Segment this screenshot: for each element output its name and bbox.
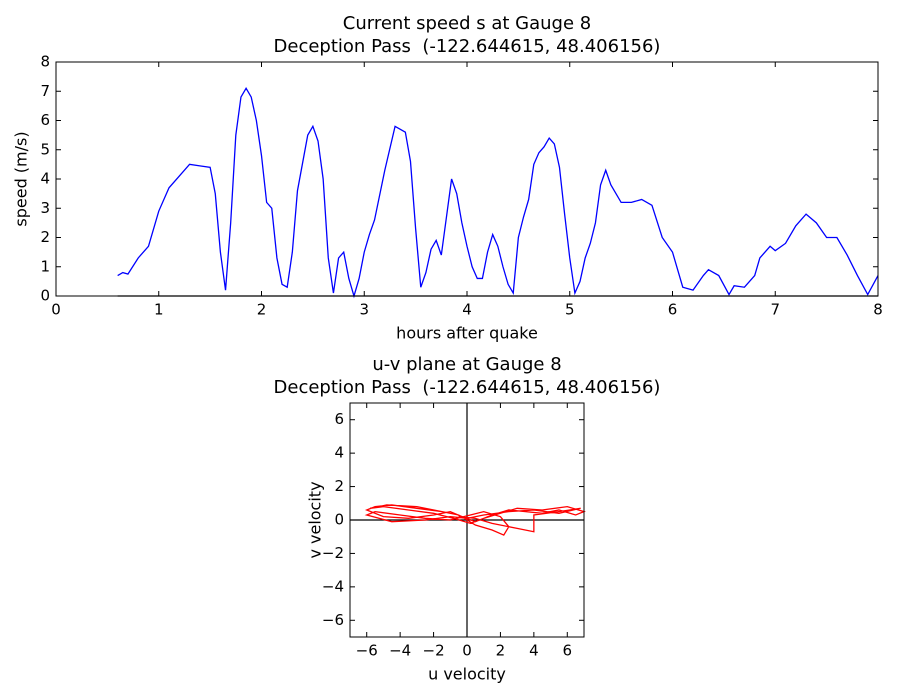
- chart-subtitle: Deception Pass (-122.644615, 48.406156): [274, 36, 661, 57]
- y-axis-label: speed (m/s): [12, 131, 31, 226]
- x-tick-label: 4: [462, 301, 472, 319]
- y-tick-label: −2: [322, 544, 344, 562]
- plot-frame: [55, 61, 879, 297]
- chart-title: Current speed s at Gauge 8: [343, 13, 591, 34]
- y-tick-label: 6: [334, 410, 344, 428]
- y-tick-label: 0: [40, 287, 50, 305]
- y-tick-label: 4: [40, 170, 50, 188]
- x-tick-label: −4: [389, 642, 411, 660]
- y-tick-label: 1: [40, 257, 50, 275]
- y-tick-label: 6: [40, 111, 50, 129]
- x-tick-label: 7: [770, 301, 780, 319]
- x-tick-label: 0: [51, 301, 61, 319]
- y-tick-label: 2: [40, 228, 50, 246]
- y-tick-label: 7: [40, 82, 50, 100]
- y-tick-label: 2: [334, 477, 344, 495]
- y-tick-label: 0: [334, 511, 344, 529]
- y-axis-label: v velocity: [306, 481, 325, 558]
- y-tick-label: 5: [40, 140, 50, 158]
- y-tick-label: 8: [40, 53, 50, 71]
- y-tick-label: −6: [322, 611, 344, 629]
- x-axis-label: hours after quake: [396, 324, 538, 343]
- x-tick-label: 6: [668, 301, 678, 319]
- x-tick-label: 0: [462, 642, 472, 660]
- y-tick-label: −4: [322, 577, 344, 595]
- y-tick-label: 4: [334, 444, 344, 462]
- y-tick-label: 3: [40, 199, 50, 217]
- x-axis-label: u velocity: [428, 665, 506, 684]
- data-line: [117, 87, 879, 299]
- x-tick-label: 3: [359, 301, 369, 319]
- x-tick-label: 5: [565, 301, 575, 319]
- x-tick-label: −6: [356, 642, 378, 660]
- x-tick-label: 6: [563, 642, 573, 660]
- data-line: [364, 504, 586, 536]
- x-tick-label: 2: [257, 301, 267, 319]
- x-tick-label: −2: [423, 642, 445, 660]
- chart-title: u-v plane at Gauge 8: [372, 354, 561, 375]
- x-tick-label: 2: [496, 642, 506, 660]
- chart-subtitle: Deception Pass (-122.644615, 48.406156): [274, 377, 661, 398]
- x-tick-label: 8: [873, 301, 883, 319]
- x-tick-label: 1: [154, 301, 164, 319]
- plot-frame: [349, 402, 585, 638]
- x-tick-label: 4: [529, 642, 539, 660]
